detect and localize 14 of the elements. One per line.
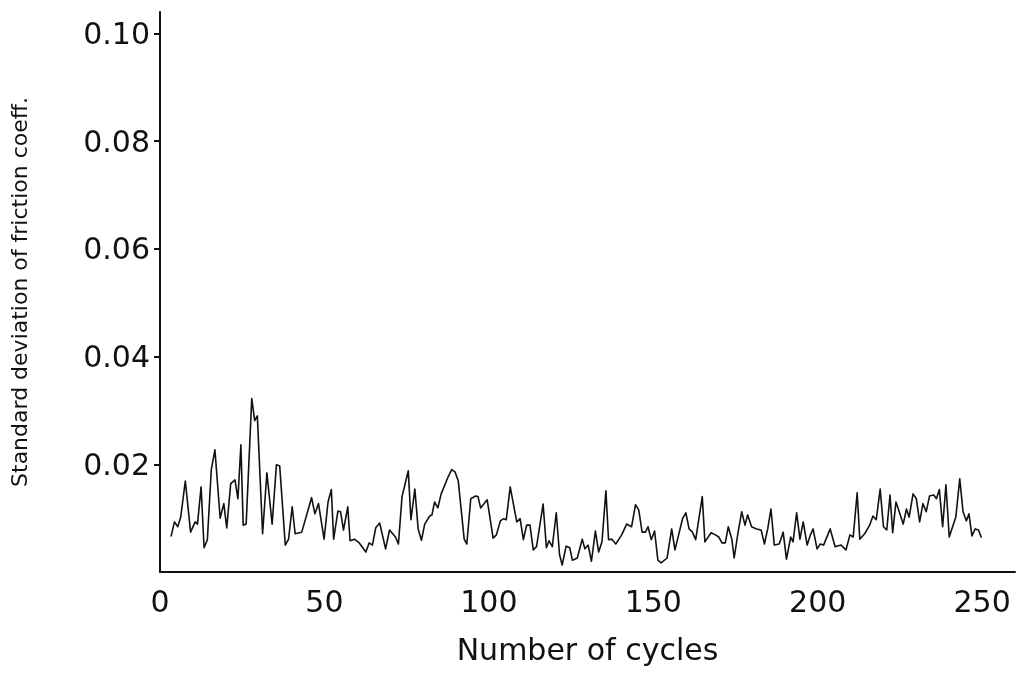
y-tick-label: 0.04: [83, 339, 150, 375]
x-tick-label: 150: [624, 583, 682, 619]
x-tick-label: 50: [305, 583, 344, 619]
x-tick-label: 100: [460, 583, 518, 619]
x-tick-label: 250: [953, 583, 1011, 619]
y-tick-label: 0.08: [83, 123, 150, 159]
y-tick-label: 0.02: [83, 446, 150, 482]
line-series: [170, 397, 982, 566]
y-axis-title: Standard deviation of friction coeff.: [6, 97, 32, 487]
y-tick-label: 0.10: [83, 16, 150, 52]
x-tick-label: 0: [150, 583, 170, 619]
y-tick-label: 0.06: [83, 231, 150, 267]
x-axis-title: Number of cycles: [456, 631, 719, 667]
x-tick-label: 200: [789, 583, 847, 619]
